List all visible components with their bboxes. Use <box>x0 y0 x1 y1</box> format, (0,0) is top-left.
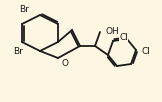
Text: Br: Br <box>13 47 23 55</box>
Text: Br: Br <box>19 6 29 14</box>
Text: OH: OH <box>105 27 119 35</box>
Text: Cl: Cl <box>119 33 128 43</box>
Text: Cl: Cl <box>142 48 151 57</box>
Text: O: O <box>62 59 69 68</box>
